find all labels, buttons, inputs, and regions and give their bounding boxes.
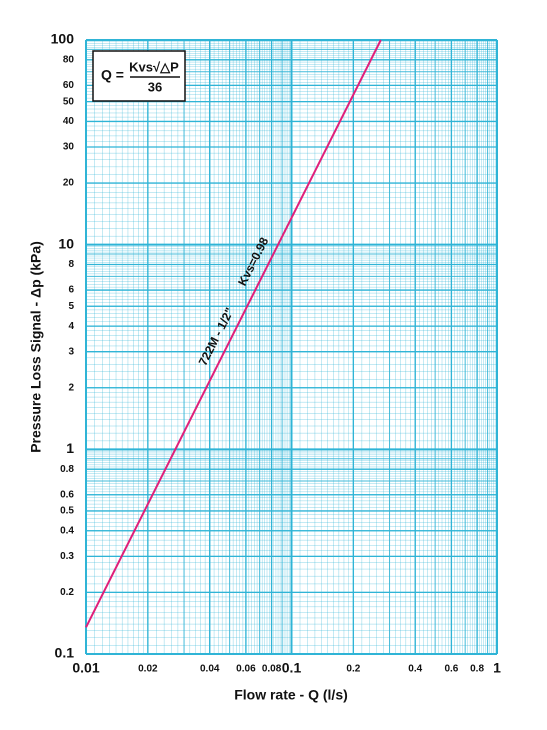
y-tick-label: 6 <box>68 285 74 296</box>
y-axis-title: Pressure Loss Signal - Δp (kPa) <box>28 241 44 453</box>
y-tick-label: 0.8 <box>60 464 74 475</box>
y-tick-label: 100 <box>51 31 75 47</box>
formula-denominator: 36 <box>148 79 162 94</box>
formula-lhs: Q = <box>101 67 124 83</box>
x-tick-label: 0.1 <box>282 660 302 676</box>
annotation: 722M - 1/2" <box>196 305 237 368</box>
x-tick-label: 0.4 <box>408 664 422 675</box>
x-tick-label: 0.04 <box>200 664 220 675</box>
x-tick-label: 0.8 <box>470 664 484 675</box>
y-tick-label: 60 <box>63 80 75 91</box>
y-tick-label: 40 <box>63 116 75 127</box>
grid <box>85 39 498 655</box>
y-tick-label: 50 <box>63 96 75 107</box>
y-tick-label: 0.4 <box>60 525 74 536</box>
y-tick-label: 80 <box>63 54 75 65</box>
y-tick-label: 0.2 <box>60 587 74 598</box>
formula-box <box>92 50 186 102</box>
x-tick-label: 0.08 <box>262 664 282 675</box>
x-tick-label: 0.01 <box>72 660 99 676</box>
y-tick-label: 2 <box>68 382 74 393</box>
x-tick-label: 0.02 <box>138 664 158 675</box>
x-tick-label: 0.06 <box>236 664 256 675</box>
y-tick-label: 0.5 <box>60 506 74 517</box>
data-line <box>85 39 382 628</box>
x-tick-label: 0.2 <box>346 664 360 675</box>
x-tick-label: 0.6 <box>444 664 458 675</box>
x-tick-label: 1 <box>493 660 501 676</box>
y-tick-label: 0.3 <box>60 551 74 562</box>
annotation: Kvs=0.98 <box>235 235 271 288</box>
y-tick-label: 8 <box>68 259 74 270</box>
y-tick-label: 30 <box>63 142 75 153</box>
y-tick-label: 4 <box>68 321 74 332</box>
y-tick-label: 0.1 <box>55 645 75 661</box>
y-tick-label: 1 <box>66 440 74 456</box>
y-tick-label: 0.6 <box>60 489 74 500</box>
y-tick-label: 5 <box>68 301 74 312</box>
y-tick-label: 3 <box>68 346 74 357</box>
formula-numerator: Kvs√△P <box>129 59 179 74</box>
y-tick-label: 10 <box>58 235 74 251</box>
x-axis-title: Flow rate - Q (l/s) <box>234 687 348 703</box>
marks <box>85 39 382 628</box>
y-tick-label: 20 <box>63 178 75 189</box>
